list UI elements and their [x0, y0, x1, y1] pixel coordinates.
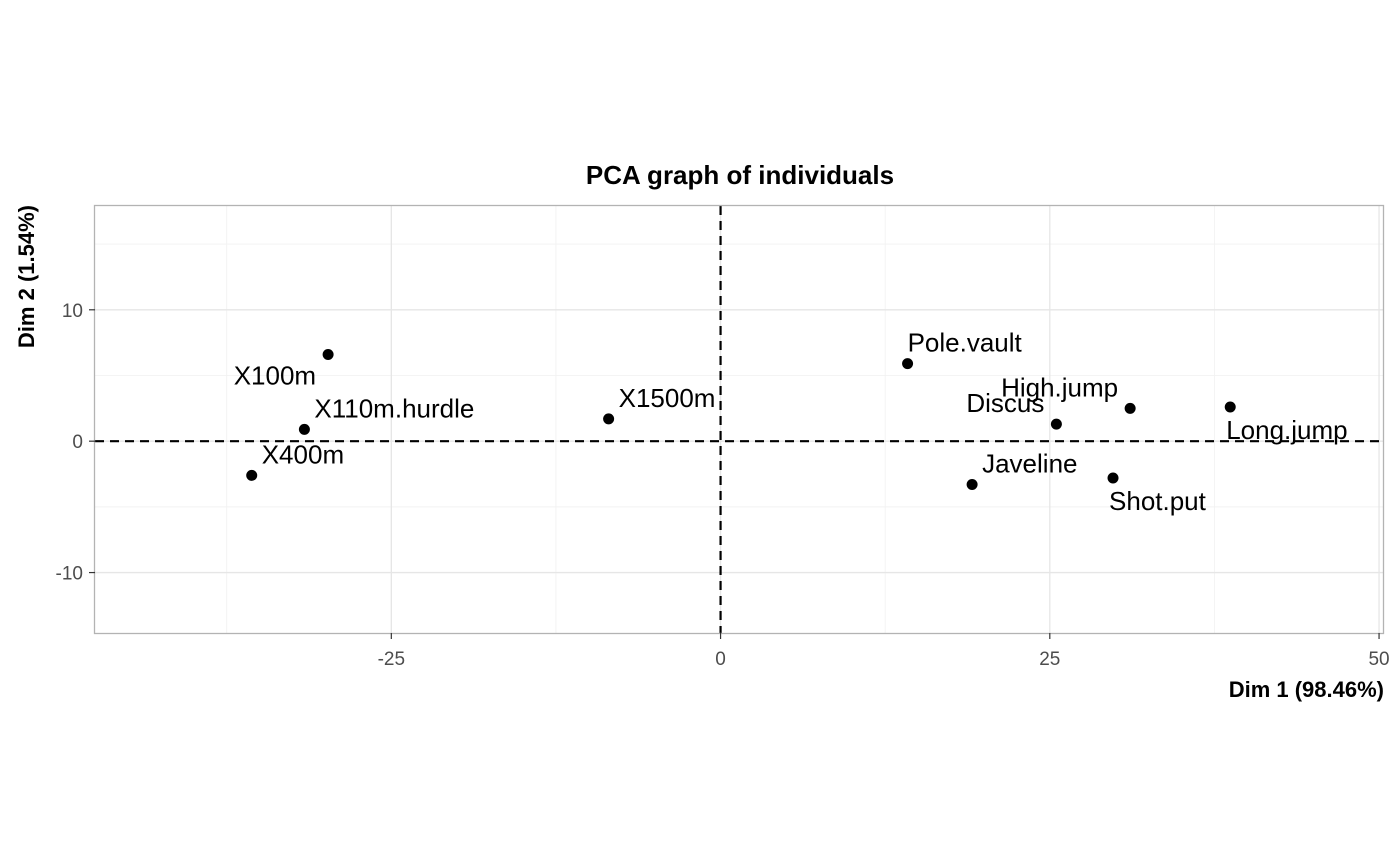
- points: [246, 348, 1236, 491]
- data-point: [603, 413, 615, 425]
- point-label: Shot.put: [1109, 486, 1207, 516]
- grid: [95, 206, 1383, 633]
- data-point: [298, 423, 310, 435]
- data-point: [246, 469, 258, 481]
- y-tick-label: 10: [62, 301, 83, 322]
- point-label: X100m: [234, 360, 316, 390]
- data-point: [322, 348, 334, 360]
- x-tick-label: 50: [1368, 649, 1389, 670]
- reference-lines: [95, 206, 1383, 633]
- point-label: Long.jump: [1226, 415, 1347, 445]
- x-tick-label: 25: [1039, 649, 1060, 670]
- data-point: [902, 358, 914, 370]
- chart-title: PCA graph of individuals: [586, 160, 894, 190]
- y-tick-label: -10: [56, 564, 83, 585]
- data-point: [966, 479, 978, 491]
- data-point: [1224, 401, 1236, 413]
- point-label: Javeline: [982, 449, 1077, 479]
- point-label: High.jump: [1001, 372, 1118, 402]
- point-label: X110m.hurdle: [314, 393, 474, 423]
- x-tick-label: 0: [715, 649, 726, 670]
- data-point: [1050, 418, 1062, 430]
- y-axis-title: Dim 2 (1.54%): [14, 205, 39, 348]
- y-tick-label: 0: [72, 432, 83, 453]
- data-point: [1107, 472, 1119, 484]
- point-label: X1500m: [619, 383, 716, 413]
- x-axis-title: Dim 1 (98.46%): [1229, 677, 1384, 702]
- data-point: [1124, 402, 1136, 414]
- x-tick-label: -25: [378, 649, 405, 670]
- point-label: X400m: [262, 439, 344, 469]
- point-label: Pole.vault: [908, 328, 1023, 358]
- plot-panel-border: [93, 204, 1385, 635]
- point-label: Discus: [966, 388, 1044, 418]
- axis-ticks: -25 0 25 50 -10 0 10: [56, 301, 1390, 670]
